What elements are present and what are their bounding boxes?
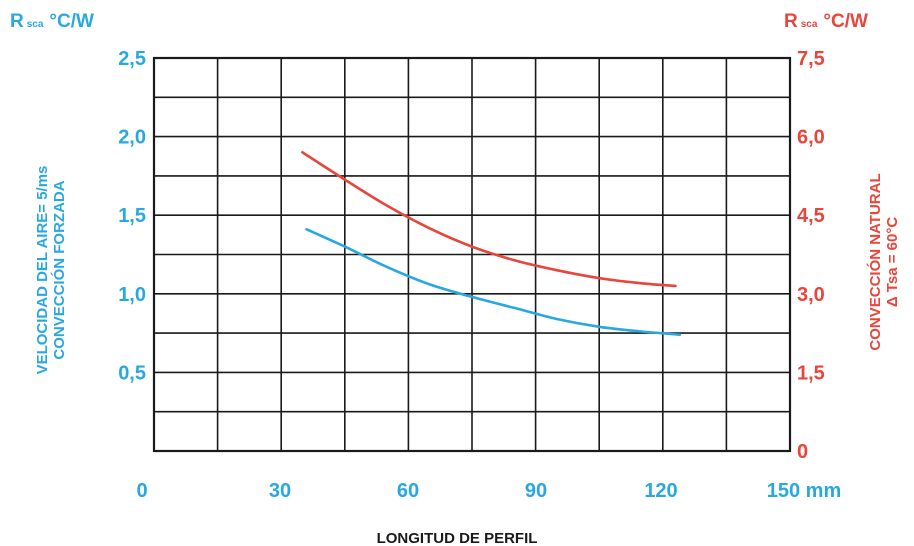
series-line-left	[305, 228, 682, 336]
left-axis-title: VELOCIDAD DEL AIRE= 5/ms CONVECCIÓN FORZ…	[34, 166, 68, 375]
x-axis-title: LONGITUD DE PERFIL	[377, 530, 538, 546]
left-axis-title-line1: VELOCIDAD DEL AIRE= 5/ms	[34, 166, 51, 375]
x-axis-ticks: 0 30 60 90 120 150 mm	[136, 480, 841, 502]
right-tick-label: 6,0	[797, 127, 825, 149]
left-axis-title-line2: CONVECCIÓN FORZADA	[50, 180, 68, 359]
right-tick-label: 7,5	[797, 48, 825, 70]
right-tick-label: 0	[797, 441, 808, 463]
left-tick-label: 2,0	[118, 127, 146, 149]
left-axis-ticks: 2,5 2,0 1,5 1,0 0,5	[118, 48, 146, 384]
x-tick-label: 60	[397, 480, 419, 502]
x-tick-label: 90	[525, 480, 547, 502]
x-tick-label: 0	[136, 480, 147, 502]
x-tick-label: 150 mm	[767, 480, 842, 502]
right-axis-ticks: 7,5 6,0 4,5 3,0 1,5 0	[797, 48, 825, 463]
right-axis-title-line1: CONVECCIÓN NATURAL	[866, 173, 884, 350]
chart-grid	[152, 56, 792, 453]
plot-border	[152, 56, 792, 453]
right-tick-label: 3,0	[797, 284, 825, 306]
series-line-right	[301, 151, 677, 288]
left-tick-label: 2,5	[118, 48, 146, 70]
chart-series	[301, 151, 682, 336]
right-axis-title-line2: Δ Tsa = 60°C	[884, 217, 901, 307]
right-tick-label: 1,5	[797, 362, 825, 384]
x-tick-label: 30	[269, 480, 291, 502]
left-tick-label: 1,5	[118, 205, 146, 227]
left-tick-label: 1,0	[118, 284, 146, 306]
right-axis-title: CONVECCIÓN NATURAL Δ Tsa = 60°C	[866, 173, 901, 350]
right-tick-label: 4,5	[797, 205, 825, 227]
left-tick-label: 0,5	[118, 362, 146, 384]
x-tick-label: 120	[644, 480, 677, 502]
